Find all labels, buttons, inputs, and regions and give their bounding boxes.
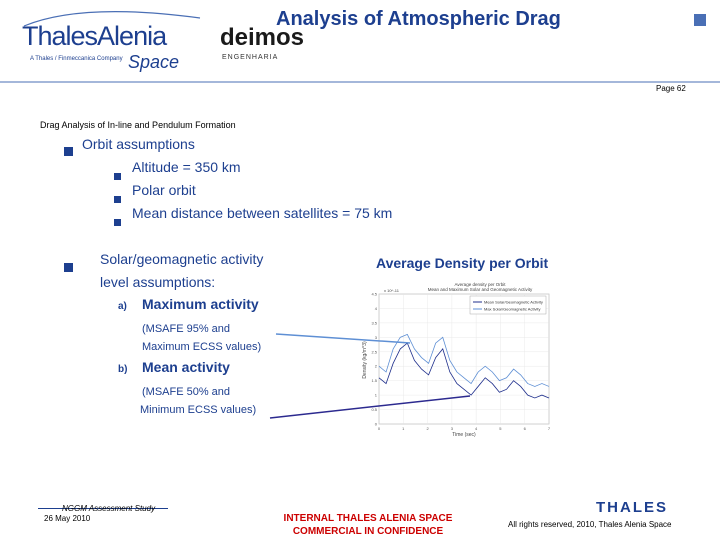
chart-y-tick-label: 1 <box>375 393 378 398</box>
activity-mean-label: Mean activity <box>142 359 230 375</box>
chart-x-tick-label: 1 <box>402 426 405 431</box>
orbit-item: Polar orbit <box>132 182 196 198</box>
chart-x-tick-label: 2 <box>426 426 429 431</box>
arrow-max-activity <box>275 333 411 344</box>
legend-label-mean: Mean Solar/Geomagnetic Activity <box>484 300 543 305</box>
orbit-item: Altitude = 350 km <box>132 159 241 175</box>
bullet-orbit-item-2 <box>114 190 121 208</box>
chart-y-tick-label: 0.5 <box>371 407 377 412</box>
footer-confidential: INTERNAL THALES ALENIA SPACE COMMERCIAL … <box>270 512 466 538</box>
deimos-logo-sub: ENGENHARIA <box>222 54 279 61</box>
chart-inset-line2: Mean and Maximum Solar and Geomagnetic A… <box>428 287 533 292</box>
thales-logo: THALES <box>596 499 668 516</box>
chart-y-tick-label: 1.5 <box>371 378 377 383</box>
deimos-logo: deimos ENGENHARIA <box>220 26 320 70</box>
chart-y-tick-label: 2.5 <box>371 349 377 354</box>
chart-y-scale-label: x 10^-11 <box>384 288 400 293</box>
activity-max-note-line2: Maximum ECSS values) <box>142 341 262 353</box>
chart-y-tick-label: 4 <box>375 306 378 311</box>
footer-date: 26 May 2010 <box>44 514 91 523</box>
series-line-max <box>378 333 550 387</box>
chart-x-tick-label: 7 <box>548 426 551 431</box>
header-divider <box>0 81 720 83</box>
footer-study: NGGM Assessment Study <box>62 504 156 513</box>
page-number: Page 62 <box>656 84 686 93</box>
chart-x-tick-label: 4 <box>475 426 478 431</box>
footer-confidential-line1: INTERNAL THALES ALENIA SPACE <box>283 513 453 524</box>
activity-max-marker: a) <box>118 301 127 312</box>
arrow-mean-activity <box>269 395 471 419</box>
activity-mean-note-line2: Minimum ECSS values) <box>140 404 257 416</box>
corner-square-icon <box>694 14 706 26</box>
chart-ylabel: Density (kg/m^3) <box>362 341 368 379</box>
chart-inset-line1: Average density per Orbit <box>455 282 507 287</box>
logo-space: Space <box>128 52 180 72</box>
chart-y-tick-label: 4.5 <box>371 292 377 297</box>
legend-label-max: Max Solar/Geomagnetic Activity <box>484 307 540 312</box>
deimos-logo-word: deimos <box>220 24 305 51</box>
chart-x-tick-label: 5 <box>499 426 502 431</box>
orbit-item: Mean distance between satellites = 75 km <box>132 205 393 221</box>
chart-xlabel: Time (sec) <box>452 432 476 438</box>
chart-x-tick-label: 6 <box>524 426 527 431</box>
footer-rule <box>38 508 168 509</box>
chart-x-tick-label: 3 <box>451 426 454 431</box>
chart-x-tick-label: 0 <box>378 426 381 431</box>
logo-tagline: A Thales / Finmeccanica Company <box>30 56 123 62</box>
chart-y-tick-label: 3 <box>375 335 378 340</box>
page-title: Analysis of Atmospheric Drag <box>276 8 561 30</box>
footer-confidential-line2: COMMERCIAL IN CONFIDENCE <box>292 526 444 537</box>
orbit-label: Orbit assumptions <box>82 136 195 152</box>
activity-mean-marker: b) <box>118 364 128 375</box>
activity-max-label: Maximum activity <box>142 296 259 312</box>
logo-swirl-icon <box>23 11 201 27</box>
activity-mean-note-line1: (MSAFE 50% and <box>142 386 231 398</box>
logo-name: ThalesAlenia <box>22 21 167 51</box>
chart-legend: Mean Solar/Geomagnetic Activity Max Sola… <box>469 295 547 315</box>
activity-label-line2: level assumptions: <box>100 274 216 290</box>
thales-alenia-logo: ThalesAlenia A Thales / Finmeccanica Com… <box>22 11 201 72</box>
footer-rights: All rights reserved, 2010, Thales Alenia… <box>508 520 672 529</box>
bullet-orbit-item-1 <box>114 167 121 185</box>
bullet-orbit-item-3 <box>114 213 121 231</box>
activity-label-line1: Solar/geomagnetic activity <box>100 251 264 267</box>
chart-y-tick-label: 2 <box>375 364 378 369</box>
section-heading: Drag Analysis of In-line and Pendulum Fo… <box>40 120 236 130</box>
chart-title: Average Density per Orbit <box>376 255 549 271</box>
bullet-orbit-marker <box>64 143 73 161</box>
chart-y-tick-label: 3.5 <box>371 320 377 325</box>
bullet-activity-marker <box>64 259 73 277</box>
activity-max-note-line1: (MSAFE 95% and <box>142 323 231 335</box>
chart-y-tick-label: 0 <box>375 422 378 427</box>
